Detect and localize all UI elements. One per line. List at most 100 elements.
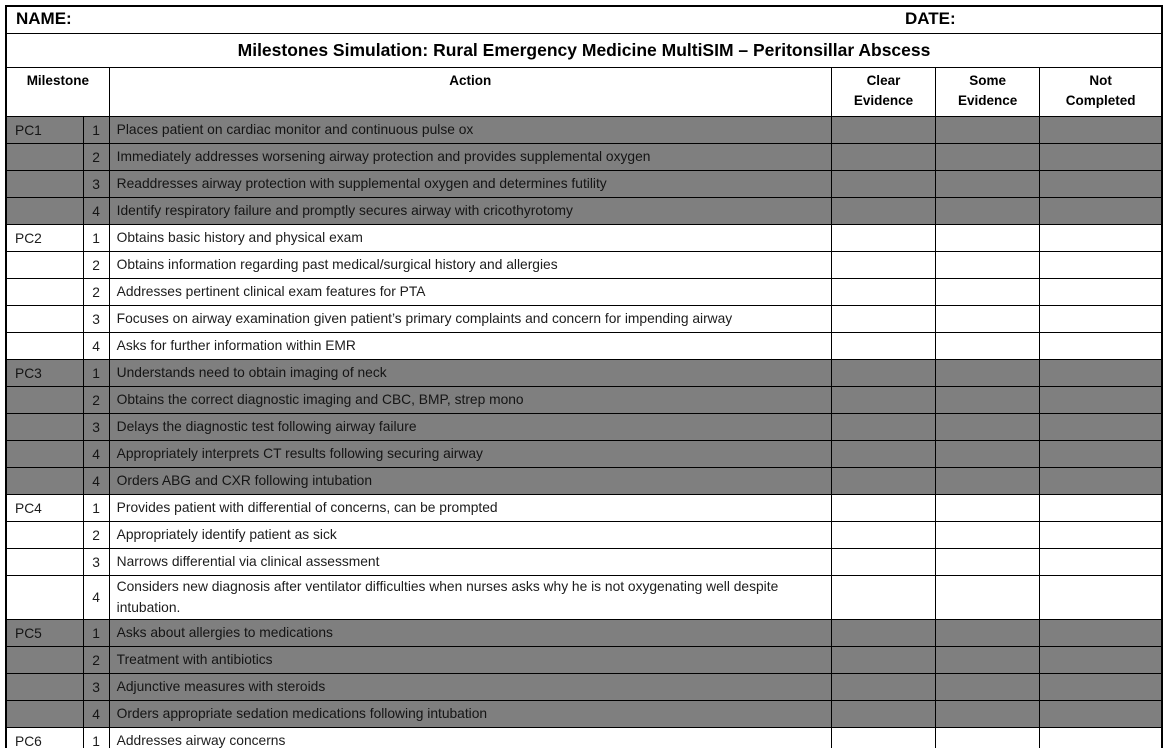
- item-number-cell: 3: [82, 673, 110, 702]
- not-completed-cell[interactable]: [1039, 413, 1163, 441]
- clear-evidence-cell[interactable]: [830, 413, 937, 441]
- item-number-cell: 2: [82, 521, 110, 549]
- milestone-cell: PC2: [5, 224, 84, 252]
- clear-evidence-cell[interactable]: [830, 440, 937, 468]
- not-completed-cell[interactable]: [1039, 521, 1163, 549]
- not-completed-cell[interactable]: [1039, 494, 1163, 522]
- not-completed-cell[interactable]: [1039, 574, 1163, 621]
- some-evidence-cell[interactable]: [935, 359, 1041, 387]
- some-evidence-cell[interactable]: [935, 440, 1041, 468]
- not-completed-cell[interactable]: [1039, 278, 1163, 306]
- some-evidence-cell[interactable]: [935, 116, 1041, 144]
- not-completed-cell[interactable]: [1039, 440, 1163, 468]
- not-completed-cell[interactable]: [1039, 305, 1163, 333]
- some-evidence-cell[interactable]: [935, 646, 1041, 675]
- some-evidence-cell[interactable]: [935, 700, 1041, 729]
- clear-evidence-cell[interactable]: [830, 727, 937, 748]
- item-number-cell: 1: [82, 359, 110, 387]
- item-number-cell: 2: [82, 646, 110, 675]
- milestone-cell: [5, 278, 84, 306]
- milestones-table: NAME: DATE: Milestones Simulation: Rural…: [5, 5, 1163, 748]
- not-completed-cell[interactable]: [1039, 386, 1163, 414]
- clear-evidence-cell[interactable]: [830, 278, 937, 306]
- some-evidence-cell[interactable]: [935, 278, 1041, 306]
- clear-evidence-cell[interactable]: [830, 332, 937, 360]
- not-completed-cell[interactable]: [1039, 467, 1163, 495]
- some-evidence-cell[interactable]: [935, 727, 1041, 748]
- not-completed-cell[interactable]: [1039, 170, 1163, 198]
- some-evidence-cell[interactable]: [935, 251, 1041, 279]
- table-row: PC2 1 Obtains basic history and physical e…: [5, 224, 1163, 252]
- some-evidence-cell[interactable]: [935, 386, 1041, 414]
- clear-evidence-cell[interactable]: [830, 251, 937, 279]
- not-completed-cell[interactable]: [1039, 332, 1163, 360]
- table-row: 2 Obtains the correct diagnostic imaging …: [5, 386, 1163, 414]
- some-evidence-cell[interactable]: [935, 673, 1041, 702]
- some-evidence-cell[interactable]: [935, 619, 1041, 648]
- not-completed-cell[interactable]: [1039, 359, 1163, 387]
- action-cell: Treatment with antibiotics: [108, 646, 832, 675]
- not-completed-cell[interactable]: [1039, 251, 1163, 279]
- milestone-cell: [5, 413, 84, 441]
- milestone-cell: [5, 548, 84, 576]
- milestone-cell: [5, 305, 84, 333]
- item-number-cell: 1: [82, 727, 110, 748]
- some-evidence-cell[interactable]: [935, 197, 1041, 225]
- clear-evidence-cell[interactable]: [830, 521, 937, 549]
- item-number-cell: 2: [82, 386, 110, 414]
- some-evidence-cell[interactable]: [935, 494, 1041, 522]
- clear-evidence-cell[interactable]: [830, 305, 937, 333]
- some-evidence-cell[interactable]: [935, 574, 1041, 621]
- not-completed-cell[interactable]: [1039, 727, 1163, 748]
- table-row: 3 Delays the diagnostic test following ai…: [5, 413, 1163, 441]
- not-completed-cell[interactable]: [1039, 700, 1163, 729]
- not-completed-cell[interactable]: [1039, 619, 1163, 648]
- not-completed-cell[interactable]: [1039, 646, 1163, 675]
- clear-evidence-cell[interactable]: [830, 116, 937, 144]
- action-cell: Delays the diagnostic test following air…: [108, 413, 832, 441]
- milestone-cell: [5, 673, 84, 702]
- some-evidence-cell[interactable]: [935, 170, 1041, 198]
- clear-evidence-cell[interactable]: [830, 386, 937, 414]
- action-cell: Narrows differential via clinical assess…: [108, 548, 832, 576]
- some-evidence-cell[interactable]: [935, 548, 1041, 576]
- clear-evidence-cell[interactable]: [830, 574, 937, 621]
- item-number-cell: 4: [82, 574, 110, 621]
- milestone-cell: [5, 197, 84, 225]
- clear-evidence-cell[interactable]: [830, 224, 937, 252]
- clear-evidence-cell[interactable]: [830, 619, 937, 648]
- clear-evidence-cell[interactable]: [830, 673, 937, 702]
- table-row: 2 Treatment with antibiotics: [5, 646, 1163, 675]
- table-row: 3 Focuses on airway examination given pat…: [5, 305, 1163, 333]
- milestone-cell: [5, 521, 84, 549]
- clear-evidence-cell[interactable]: [830, 143, 937, 171]
- some-evidence-cell[interactable]: [935, 467, 1041, 495]
- not-completed-cell[interactable]: [1039, 143, 1163, 171]
- some-evidence-cell[interactable]: [935, 521, 1041, 549]
- not-completed-cell[interactable]: [1039, 116, 1163, 144]
- clear-evidence-cell[interactable]: [830, 467, 937, 495]
- clear-evidence-cell[interactable]: [830, 359, 937, 387]
- not-completed-cell[interactable]: [1039, 548, 1163, 576]
- clear-evidence-cell[interactable]: [830, 548, 937, 576]
- clear-evidence-cell[interactable]: [830, 646, 937, 675]
- clear-evidence-cell[interactable]: [830, 197, 937, 225]
- some-evidence-cell[interactable]: [935, 305, 1041, 333]
- not-completed-cell[interactable]: [1039, 673, 1163, 702]
- table-row: 4 Orders appropriate sedation medications…: [5, 700, 1163, 729]
- not-completed-cell[interactable]: [1039, 197, 1163, 225]
- table-row: PC4 1 Provides patient with differential o…: [5, 494, 1163, 522]
- clear-evidence-cell[interactable]: [830, 700, 937, 729]
- milestone-cell: [5, 170, 84, 198]
- some-evidence-cell[interactable]: [935, 413, 1041, 441]
- table-row: 4 Orders ABG and CXR following intubation: [5, 467, 1163, 495]
- clear-evidence-cell[interactable]: [830, 494, 937, 522]
- not-completed-cell[interactable]: [1039, 224, 1163, 252]
- some-evidence-cell[interactable]: [935, 143, 1041, 171]
- date-label: DATE:: [905, 9, 956, 28]
- column-header-row: Milestone Action Clear Evidence Some Evi…: [5, 67, 1163, 117]
- some-evidence-cell[interactable]: [935, 224, 1041, 252]
- clear-evidence-cell[interactable]: [830, 170, 937, 198]
- some-evidence-cell[interactable]: [935, 332, 1041, 360]
- table-row: 2 Obtains information regarding past medi…: [5, 251, 1163, 279]
